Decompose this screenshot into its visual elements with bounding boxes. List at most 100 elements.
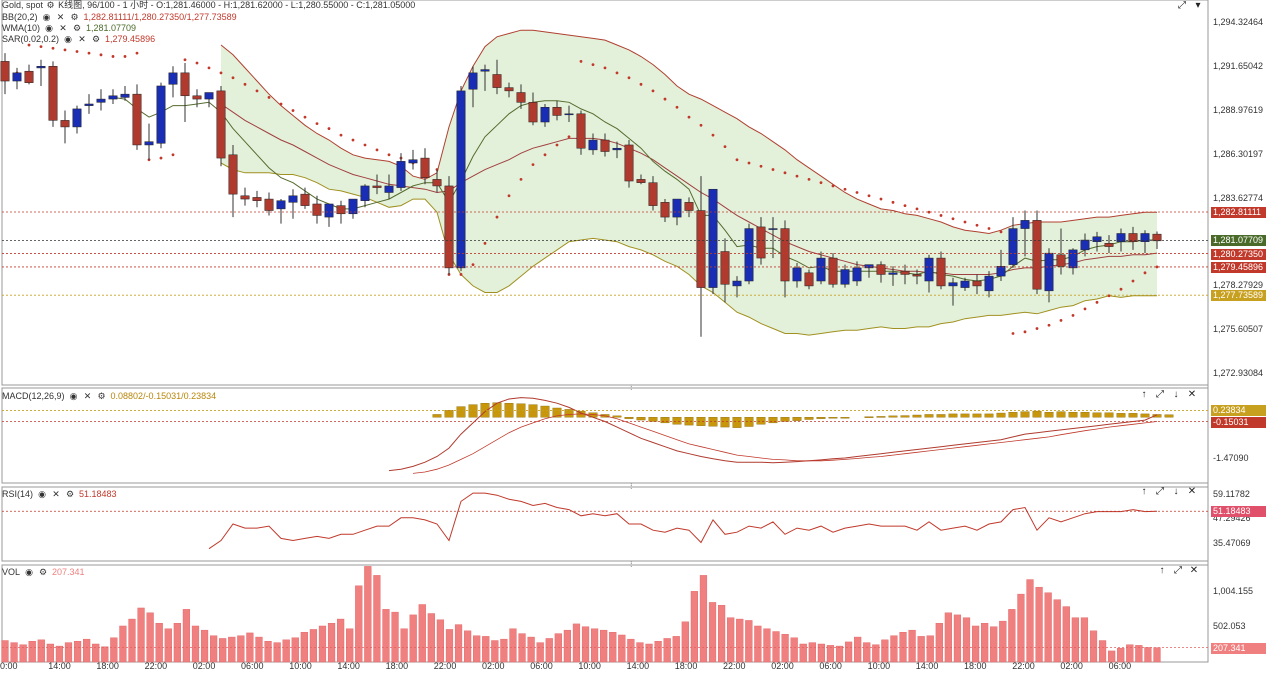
- macd-histogram-bar: [1104, 412, 1114, 418]
- time-tick-label: 22:00: [433, 661, 457, 671]
- macd-histogram-bar: [780, 417, 790, 422]
- expand-icon[interactable]: ⤢: [1156, 389, 1164, 400]
- macd-histogram-bar: [756, 417, 766, 425]
- candle-body: [348, 198, 358, 215]
- price-tag: 1,277.73589: [1211, 290, 1266, 302]
- sar-dot: [219, 71, 223, 75]
- volume-bar: [110, 637, 118, 663]
- candle-body: [0, 61, 10, 82]
- sar-dot: [147, 158, 151, 162]
- gear-icon[interactable]: ⚙: [70, 11, 79, 22]
- gear-icon[interactable]: ⚙: [38, 566, 48, 577]
- eye-icon[interactable]: ◉: [25, 566, 33, 577]
- sar-dot: [615, 71, 619, 75]
- gear-icon[interactable]: ⚙: [72, 22, 82, 33]
- volume-bar: [872, 644, 880, 663]
- candle-body: [1128, 233, 1138, 242]
- candle-body: [228, 154, 238, 195]
- candle-body: [1092, 236, 1102, 242]
- chevron-down-icon[interactable]: ▾: [1195, 0, 1201, 11]
- candle-body: [480, 69, 490, 72]
- sar-dot: [1023, 330, 1027, 334]
- gear-icon[interactable]: ⚙: [97, 390, 106, 401]
- macd-histogram-bar: [960, 413, 970, 418]
- macd-histogram-bar: [1080, 412, 1090, 418]
- candle-body: [504, 87, 514, 92]
- close-icon[interactable]: ✕: [83, 390, 92, 401]
- gear-icon[interactable]: ⚙: [91, 33, 101, 44]
- time-tick-label: 06:00: [819, 661, 842, 671]
- volume-bar: [754, 625, 762, 663]
- macd-pane-controls: ↑ ⤢ ↓ ✕: [1138, 389, 1198, 401]
- sar-dot: [1143, 271, 1147, 275]
- expand-icon[interactable]: ⤢: [1156, 486, 1164, 497]
- candle-body: [1104, 243, 1114, 247]
- eye-icon[interactable]: ◉: [42, 11, 51, 22]
- eye-icon[interactable]: ◉: [45, 22, 53, 33]
- volume-bar: [364, 566, 372, 663]
- arrow-up-icon[interactable]: ↑: [1141, 486, 1147, 497]
- volume-bar: [346, 628, 354, 663]
- eye-icon[interactable]: ◉: [64, 33, 72, 44]
- price-tick-label: 1,286.30197: [1213, 148, 1264, 159]
- candle-body: [900, 270, 910, 275]
- sar-dot: [375, 148, 379, 152]
- macd-histogram-bar: [828, 417, 838, 419]
- time-tick-label: 06:00: [1108, 661, 1132, 671]
- sar-dot: [159, 156, 163, 160]
- rsi-tick-label: 35.47069: [1213, 537, 1251, 548]
- candle-body: [960, 280, 970, 288]
- expand-icon[interactable]: ⤢: [1178, 0, 1186, 11]
- close-icon[interactable]: ✕: [56, 11, 65, 22]
- settings-icon[interactable]: ⚙: [46, 0, 55, 10]
- volume-bar: [327, 623, 336, 663]
- macd-histogram-bar: [672, 417, 682, 425]
- arrow-down-icon[interactable]: ↓: [1173, 389, 1179, 400]
- candle-body: [660, 202, 670, 218]
- gear-icon[interactable]: ⚙: [65, 488, 75, 499]
- macd-label: MACD(12,26,9): [2, 390, 65, 401]
- volume-bar: [763, 628, 771, 663]
- eye-icon[interactable]: ◉: [69, 390, 78, 401]
- candle-body: [276, 200, 286, 210]
- sar-dot: [531, 163, 535, 167]
- arrow-down-icon[interactable]: ↓: [1173, 486, 1179, 497]
- rsi-tick-label: 59.11782: [1213, 488, 1250, 499]
- sar-dot: [879, 197, 883, 201]
- sar-dot: [27, 43, 31, 47]
- volume-bar: [83, 638, 91, 663]
- sar-dot: [711, 133, 715, 137]
- volume-bar: [890, 635, 898, 663]
- sar-dot: [975, 223, 979, 227]
- candle-body: [48, 66, 58, 121]
- candle-body: [24, 70, 34, 83]
- expand-icon[interactable]: ⤢: [1174, 565, 1182, 576]
- volume-bar: [64, 642, 73, 663]
- candle-body: [1140, 233, 1150, 242]
- candle-body: [840, 269, 850, 285]
- arrow-up-icon[interactable]: ↑: [1159, 565, 1165, 576]
- sar-dot: [567, 135, 571, 139]
- volume-bar: [200, 629, 209, 663]
- eye-icon[interactable]: ◉: [38, 488, 46, 499]
- candle-body: [180, 72, 190, 97]
- sar-dot: [543, 153, 547, 157]
- macd-histogram-bar: [480, 403, 490, 418]
- macd-histogram-bar: [804, 417, 814, 420]
- close-icon[interactable]: ✕: [1187, 486, 1197, 497]
- candle-body: [744, 228, 754, 282]
- volume-bar: [600, 629, 608, 663]
- close-icon[interactable]: ✕: [1187, 389, 1197, 400]
- sar-dot: [639, 82, 643, 86]
- close-icon[interactable]: ✕: [52, 488, 60, 499]
- close-icon[interactable]: ✕: [59, 22, 67, 33]
- sar-dot: [387, 153, 391, 157]
- volume-bar: [772, 631, 780, 663]
- volume-bar: [391, 611, 399, 663]
- close-icon[interactable]: ✕: [1189, 565, 1199, 576]
- candle-body: [384, 185, 394, 193]
- close-icon[interactable]: ✕: [78, 33, 86, 44]
- pane-resize-handle: ⁞: [630, 383, 633, 392]
- arrow-up-icon[interactable]: ↑: [1141, 389, 1147, 400]
